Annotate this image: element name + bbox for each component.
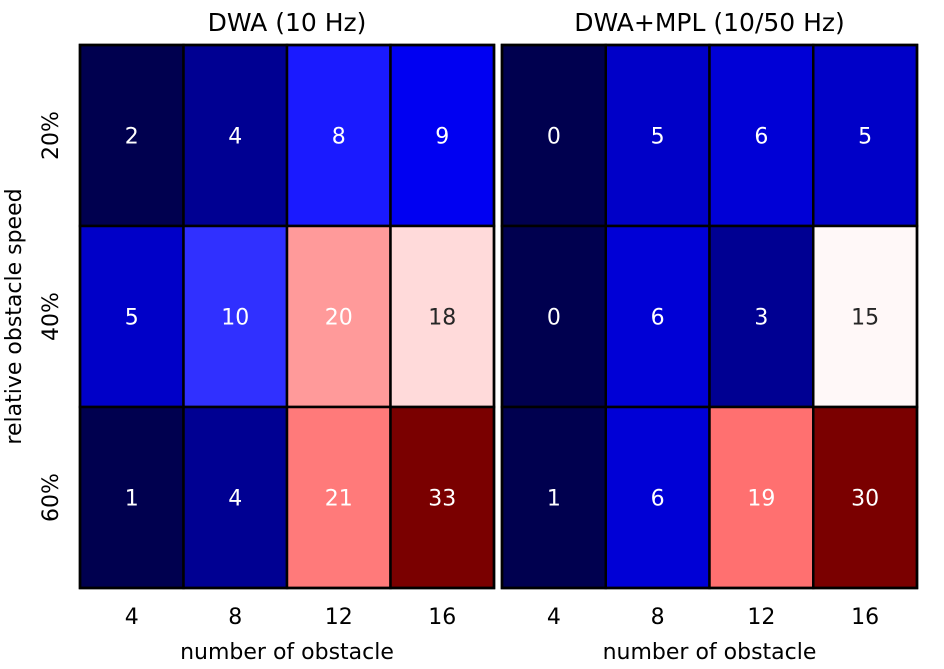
cell-value-label: 15: [851, 306, 879, 331]
cell-value-label: 3: [754, 306, 768, 331]
heatmap-cell: [78, 43, 185, 228]
heatmap-cell: [604, 224, 711, 409]
x-axis-label: number of obstacle: [180, 640, 394, 665]
y-axis-label: relative obstacle speed: [2, 188, 27, 444]
cell-value-label: 5: [651, 125, 665, 150]
cell-value-label: 33: [428, 487, 456, 512]
heatmap-cell: [389, 224, 496, 409]
cell-value-label: 5: [125, 306, 139, 331]
cell-value-label: 2: [125, 125, 139, 150]
cell-value-label: 21: [325, 487, 353, 512]
panel-frame: [78, 43, 496, 590]
cell-value-label: 30: [851, 487, 879, 512]
x-tick-label: 12: [325, 605, 353, 630]
heatmap-cell: [500, 405, 607, 590]
heatmap-cell: [812, 224, 919, 409]
cell-value-label: 5: [858, 125, 872, 150]
y-tick-label: 20%: [39, 111, 64, 160]
heatmap-cell: [182, 405, 289, 590]
heatmap-cell: [182, 43, 289, 228]
heatmap-cell: [604, 43, 711, 228]
cell-value-label: 18: [428, 306, 456, 331]
heatmap-cell: [708, 43, 815, 228]
cell-value-label: 0: [547, 306, 561, 331]
x-tick-label: 4: [125, 605, 139, 630]
cell-value-label: 10: [221, 306, 249, 331]
cell-value-label: 8: [332, 125, 346, 150]
cell-value-label: 1: [547, 487, 561, 512]
cell-value-label: 9: [435, 125, 449, 150]
cell-value-label: 6: [651, 487, 665, 512]
panel-title: DWA+MPL (10/50 Hz): [574, 8, 845, 37]
x-tick-label: 16: [428, 605, 456, 630]
cell-value-label: 6: [651, 306, 665, 331]
cell-value-label: 6: [754, 125, 768, 150]
cell-value-label: 4: [228, 125, 242, 150]
cell-value-label: 1: [125, 487, 139, 512]
cell-value-label: 19: [747, 487, 775, 512]
y-tick-label: 60%: [39, 473, 64, 522]
panel-title: DWA (10 Hz): [208, 8, 367, 37]
x-tick-label: 12: [747, 605, 775, 630]
x-tick-label: 8: [228, 605, 242, 630]
heatmap-cell: [604, 405, 711, 590]
x-tick-label: 8: [651, 605, 665, 630]
y-tick-label: 40%: [39, 292, 64, 341]
x-axis-label: number of obstacle: [603, 640, 817, 665]
panel-frame: [500, 43, 919, 590]
cell-value-label: 0: [547, 125, 561, 150]
cell-value-label: 20: [325, 306, 353, 331]
heatmap-cell: [389, 405, 496, 590]
x-tick-label: 16: [851, 605, 879, 630]
heatmap-cell: [708, 405, 815, 590]
heatmap-cell: [500, 224, 607, 409]
x-tick-label: 4: [547, 605, 561, 630]
heatmap-cell: [182, 224, 289, 409]
cell-value-label: 4: [228, 487, 242, 512]
